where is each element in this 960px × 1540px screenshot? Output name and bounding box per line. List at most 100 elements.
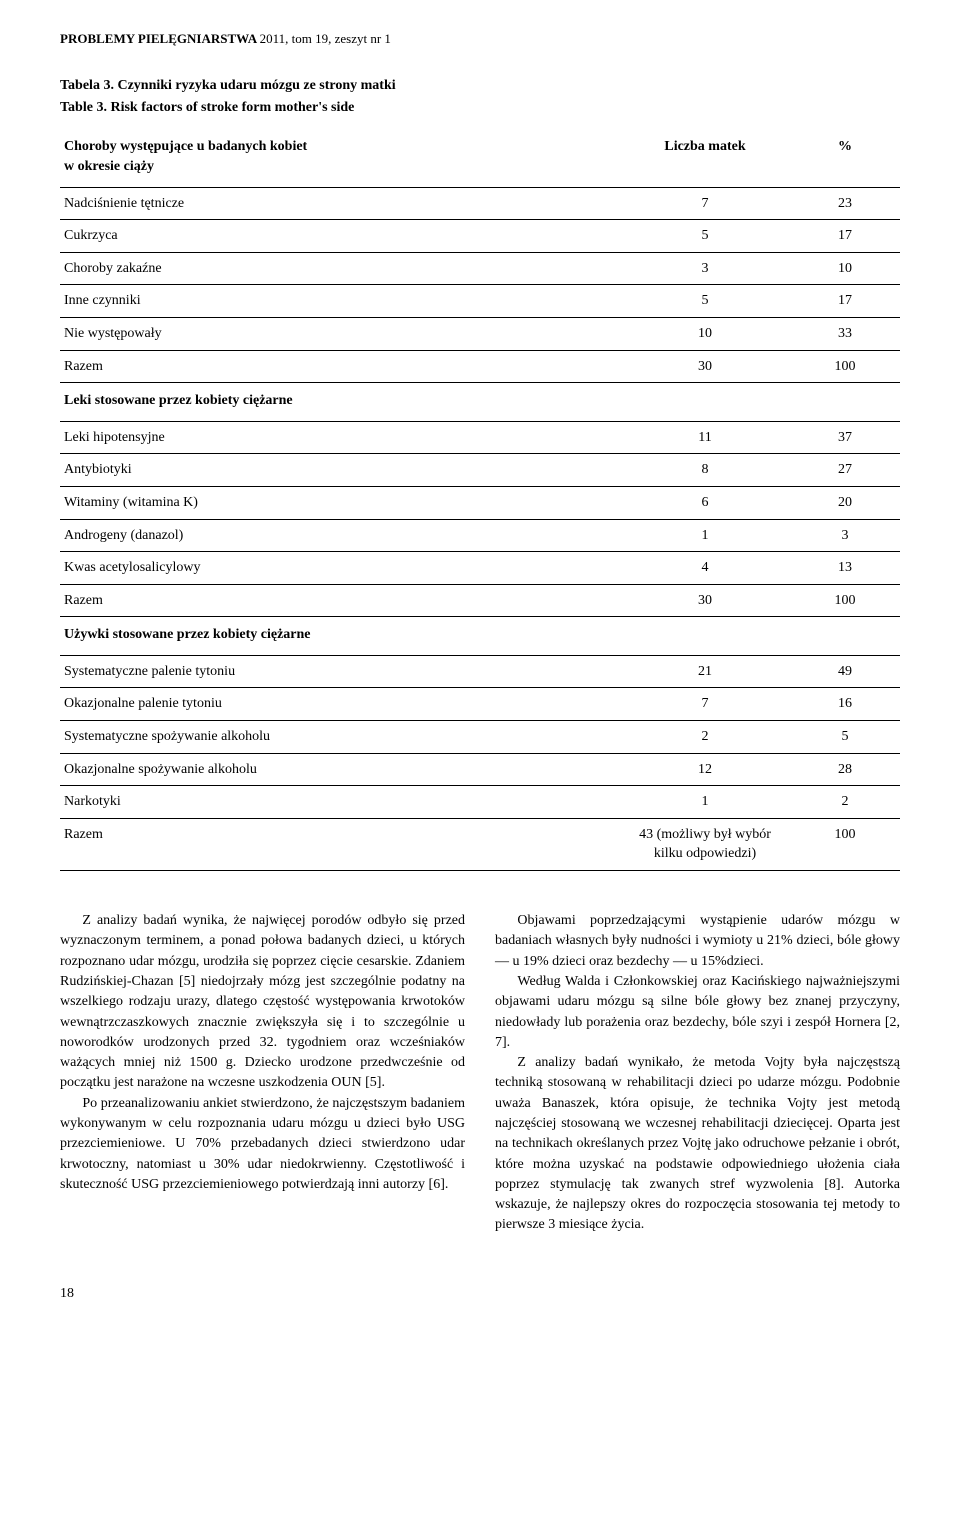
table-title-en: Risk factors of stroke form mother's sid… (110, 100, 354, 115)
journal-issue: 2011, tom 19, zeszyt nr 1 (260, 31, 391, 46)
col-header-count: Liczba matek (620, 131, 790, 187)
table-row-total: Razem 43 (możliwy był wybór kilku odpowi… (60, 818, 900, 870)
row-percent: 5 (790, 721, 900, 754)
row-label: Antybiotyki (60, 454, 620, 487)
col-header-diseases: Choroby występujące u badanych kobiet w … (60, 131, 620, 187)
table-header-row: Choroby występujące u badanych kobiet w … (60, 131, 900, 187)
row-value: 30 (620, 584, 790, 617)
paragraph: Z analizy badań wynikało, że metoda Vojt… (495, 1053, 900, 1236)
body-text-columns: Z analizy badań wynika, że najwięcej por… (60, 911, 900, 1236)
row-label: Witaminy (witamina K) (60, 486, 620, 519)
row-label: Razem (60, 350, 620, 383)
table-row: Okazjonalne spożywanie alkoholu1228 (60, 753, 900, 786)
row-percent: 33 (790, 317, 900, 350)
row-percent: 13 (790, 552, 900, 585)
row-value: 11 (620, 421, 790, 454)
table-row: Razem30100 (60, 350, 900, 383)
row-value: 1 (620, 786, 790, 819)
row-label: Nie występowały (60, 317, 620, 350)
table-title-pl: Czynniki ryzyka udaru mózgu ze strony ma… (117, 78, 395, 93)
row-label: Androgeny (danazol) (60, 519, 620, 552)
row-percent: 2 (790, 786, 900, 819)
paragraph: Według Walda i Członkowskiej oraz Kacińs… (495, 972, 900, 1053)
table-row: Systematyczne spożywanie alkoholu25 (60, 721, 900, 754)
table-row: Leki hipotensyjne1137 (60, 421, 900, 454)
table-row: Nadciśnienie tętnicze723 (60, 187, 900, 220)
row-percent: 100 (790, 584, 900, 617)
col-header-line1: Choroby występujące u badanych kobiet (64, 137, 616, 157)
row-label: Okazjonalne spożywanie alkoholu (60, 753, 620, 786)
row-value: 8 (620, 454, 790, 487)
row-value: 5 (620, 285, 790, 318)
row-value-note: 43 (możliwy był wybór kilku odpowiedzi) (620, 818, 790, 870)
row-value: 7 (620, 187, 790, 220)
row-percent: 100 (790, 818, 900, 870)
risk-factors-table: Choroby występujące u badanych kobiet w … (60, 131, 900, 871)
section-header-row: Używki stosowane przez kobiety ciężarne (60, 617, 900, 656)
row-label: Systematyczne spożywanie alkoholu (60, 721, 620, 754)
section-header-row: Leki stosowane przez kobiety ciężarne (60, 383, 900, 422)
row-percent: 28 (790, 753, 900, 786)
table-row: Inne czynniki517 (60, 285, 900, 318)
row-value: 12 (620, 753, 790, 786)
table-row: Antybiotyki827 (60, 454, 900, 487)
row-percent: 16 (790, 688, 900, 721)
row-percent: 23 (790, 187, 900, 220)
row-value: 5 (620, 220, 790, 253)
table-row: Cukrzyca517 (60, 220, 900, 253)
row-label: Razem (60, 818, 620, 870)
table-number-pl: Tabela 3. (60, 78, 114, 93)
journal-header: PROBLEMY PIELĘGNIARSTWA 2011, tom 19, ze… (60, 30, 900, 48)
table-row: Narkotyki12 (60, 786, 900, 819)
row-percent: 27 (790, 454, 900, 487)
paragraph: Z analizy badań wynika, że najwięcej por… (60, 911, 465, 1094)
row-value: 7 (620, 688, 790, 721)
page-number: 18 (60, 1284, 900, 1304)
table-row: Kwas acetylosalicylowy413 (60, 552, 900, 585)
row-percent: 17 (790, 285, 900, 318)
table-row: Choroby zakaźne310 (60, 252, 900, 285)
row-label: Narkotyki (60, 786, 620, 819)
journal-title: PROBLEMY PIELĘGNIARSTWA (60, 31, 256, 46)
table-row: Razem30100 (60, 584, 900, 617)
row-percent: 3 (790, 519, 900, 552)
row-value: 4 (620, 552, 790, 585)
row-label: Kwas acetylosalicylowy (60, 552, 620, 585)
row-label: Nadciśnienie tętnicze (60, 187, 620, 220)
paragraph: Objawami poprzedzającymi wystąpienie uda… (495, 911, 900, 972)
table-number-en: Table 3. (60, 100, 107, 115)
col-header-percent: % (790, 131, 900, 187)
row-label: Choroby zakaźne (60, 252, 620, 285)
value-note-line1: 43 (możliwy był wybór (624, 825, 786, 845)
value-note-line2: kilku odpowiedzi) (624, 844, 786, 864)
table-caption-pl: Tabela 3. Czynniki ryzyka udaru mózgu ze… (60, 76, 900, 96)
row-value: 21 (620, 655, 790, 688)
table-row: Witaminy (witamina K)620 (60, 486, 900, 519)
row-label: Leki hipotensyjne (60, 421, 620, 454)
section-title: Leki stosowane przez kobiety ciężarne (60, 383, 900, 422)
section-title: Używki stosowane przez kobiety ciężarne (60, 617, 900, 656)
row-percent: 100 (790, 350, 900, 383)
table-caption-en: Table 3. Risk factors of stroke form mot… (60, 98, 900, 118)
row-value: 10 (620, 317, 790, 350)
row-percent: 17 (790, 220, 900, 253)
row-label: Razem (60, 584, 620, 617)
row-percent: 10 (790, 252, 900, 285)
col-header-line2: w okresie ciąży (64, 157, 616, 177)
right-column: Objawami poprzedzającymi wystąpienie uda… (495, 911, 900, 1236)
row-label: Cukrzyca (60, 220, 620, 253)
table-row: Systematyczne palenie tytoniu2149 (60, 655, 900, 688)
row-label: Systematyczne palenie tytoniu (60, 655, 620, 688)
table-row: Okazjonalne palenie tytoniu716 (60, 688, 900, 721)
paragraph: Po przeanalizowaniu ankiet stwierdzono, … (60, 1094, 465, 1195)
row-percent: 49 (790, 655, 900, 688)
table-row: Nie występowały1033 (60, 317, 900, 350)
row-value: 2 (620, 721, 790, 754)
row-value: 3 (620, 252, 790, 285)
row-value: 6 (620, 486, 790, 519)
row-percent: 37 (790, 421, 900, 454)
left-column: Z analizy badań wynika, że najwięcej por… (60, 911, 465, 1236)
row-percent: 20 (790, 486, 900, 519)
row-value: 1 (620, 519, 790, 552)
row-label: Okazjonalne palenie tytoniu (60, 688, 620, 721)
